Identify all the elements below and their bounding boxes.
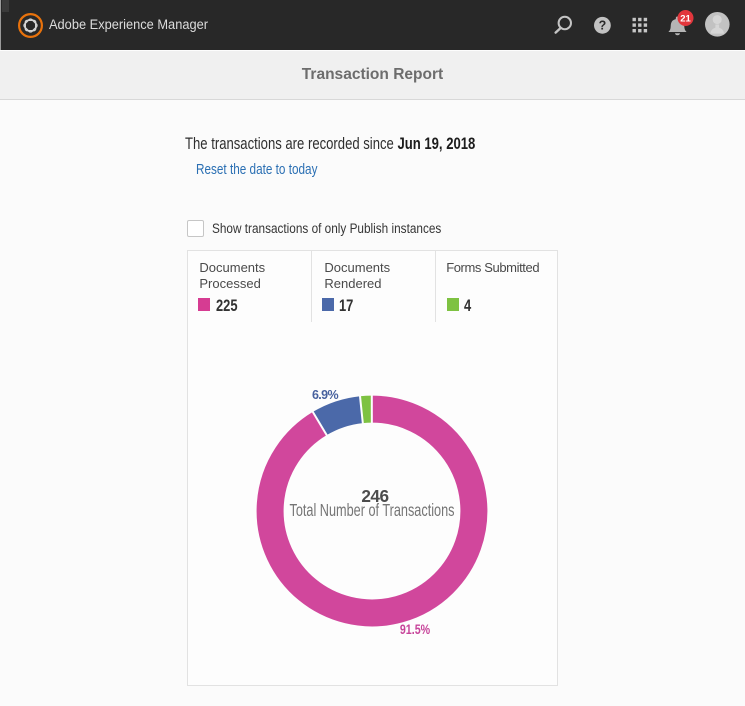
svg-text:?: ? — [599, 19, 607, 33]
svg-text:21: 21 — [680, 13, 691, 24]
